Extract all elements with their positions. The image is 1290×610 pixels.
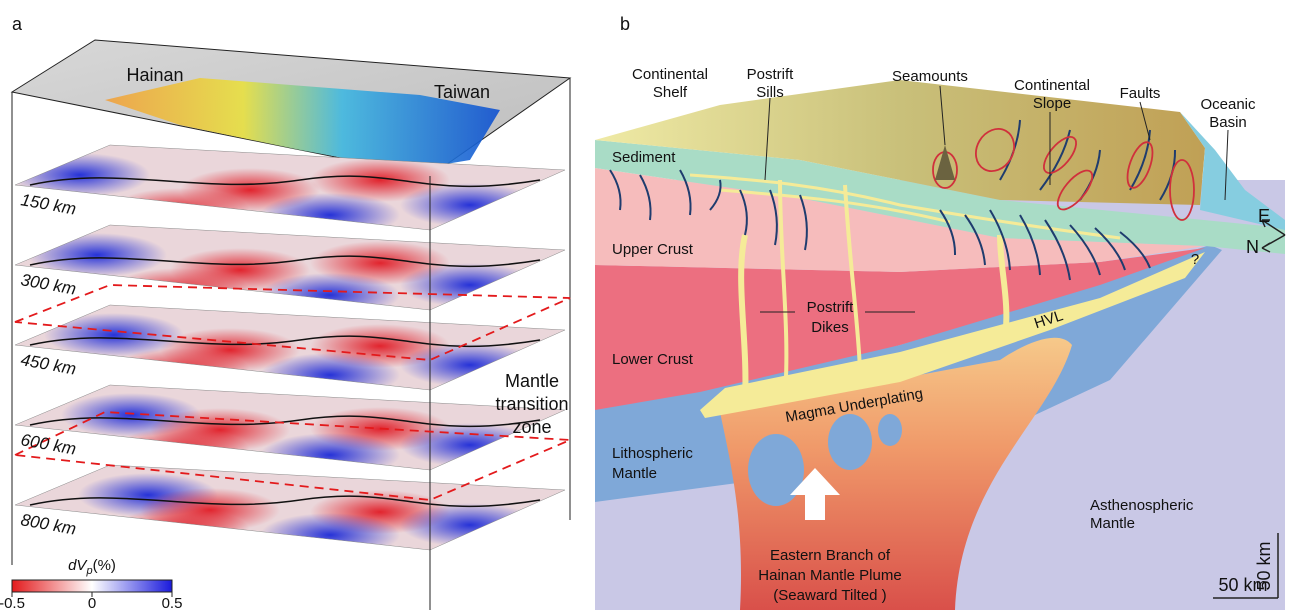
depth-label: 600 km — [19, 430, 77, 458]
label: Postrift — [747, 66, 795, 83]
lithosphere-drip — [878, 414, 902, 446]
label: (Seaward Tilted ) — [773, 587, 886, 604]
panel-letter: a — [12, 14, 23, 34]
label: Sediment — [612, 149, 676, 166]
colorbar-label-sub: p — [85, 565, 92, 577]
label: Postrift — [807, 299, 855, 316]
label: Continental — [1014, 77, 1090, 94]
colorbar-tick-label: 0.5 — [162, 595, 183, 610]
colorbar-label-main: dV — [68, 557, 88, 574]
mtz-label: Mantle — [505, 371, 559, 391]
velocity-anomaly — [110, 188, 250, 232]
panel-letter: b — [620, 14, 630, 34]
label: Lower Crust — [612, 351, 694, 368]
label: Slope — [1033, 95, 1071, 112]
lithosphere-drip — [828, 414, 872, 470]
figure: a Hainan Taiwan 150 km 300 km 450 km 600… — [0, 0, 1290, 610]
depth-slice — [15, 465, 565, 557]
label: Dikes — [811, 319, 849, 336]
label: Sills — [756, 84, 784, 101]
velocity-anomaly — [400, 503, 540, 547]
label: Basin — [1209, 114, 1247, 131]
lithosphere-drip — [748, 434, 804, 506]
velocity-anomaly — [110, 428, 250, 472]
velocity-anomaly — [260, 273, 400, 317]
map-label: Taiwan — [434, 82, 490, 102]
mtz-label: transition — [495, 394, 568, 414]
colorbar-label-unit: (%) — [93, 557, 116, 574]
velocity-anomaly — [110, 268, 250, 312]
velocity-anomaly — [400, 183, 540, 227]
panel-a: a Hainan Taiwan 150 km 300 km 450 km 600… — [0, 14, 570, 610]
label: Shelf — [653, 84, 688, 101]
colorbar-tick-label: 0 — [88, 595, 96, 610]
colorbar-ticks: -0.5 0 0.5 — [0, 592, 182, 610]
velocity-anomaly — [10, 153, 150, 197]
label: Mantle — [612, 465, 657, 482]
mtz-label: zone — [512, 417, 551, 437]
scale-label: 50 km — [1218, 575, 1267, 595]
depth-label: 800 km — [19, 510, 77, 538]
label: Continental — [632, 66, 708, 83]
colorbar-label: dVp(%) — [68, 557, 116, 577]
depth-slice — [15, 305, 565, 397]
velocity-anomaly — [260, 433, 400, 477]
compass-label: N — [1246, 237, 1259, 257]
label: Faults — [1120, 85, 1161, 102]
label: Oceanic — [1200, 96, 1256, 113]
depth-label: 450 km — [19, 350, 77, 378]
panel-b: b — [595, 14, 1285, 610]
velocity-anomaly — [27, 233, 167, 277]
depth-label: 150 km — [19, 190, 77, 218]
label: Eastern Branch of — [770, 547, 891, 564]
label: Asthenospheric — [1090, 497, 1194, 514]
velocity-anomaly — [260, 193, 400, 237]
velocity-anomaly — [260, 353, 400, 397]
depth-slice — [15, 225, 565, 317]
label: Lithospheric — [612, 445, 693, 462]
label: ? — [1191, 251, 1199, 268]
label: Upper Crust — [612, 241, 694, 258]
velocity-anomaly — [110, 508, 250, 552]
colorbar — [12, 580, 172, 592]
depth-slice — [10, 145, 565, 237]
velocity-anomaly — [400, 263, 540, 307]
compass-label: E — [1258, 206, 1270, 226]
map-label: Hainan — [126, 65, 183, 85]
depth-slices — [10, 145, 565, 557]
label: Seamounts — [892, 68, 968, 85]
label: Hainan Mantle Plume — [758, 567, 901, 584]
velocity-anomaly — [260, 513, 400, 557]
velocity-anomaly — [110, 348, 250, 392]
label: Mantle — [1090, 515, 1135, 532]
depth-label: 300 km — [19, 270, 77, 298]
colorbar-tick-label: -0.5 — [0, 595, 25, 610]
